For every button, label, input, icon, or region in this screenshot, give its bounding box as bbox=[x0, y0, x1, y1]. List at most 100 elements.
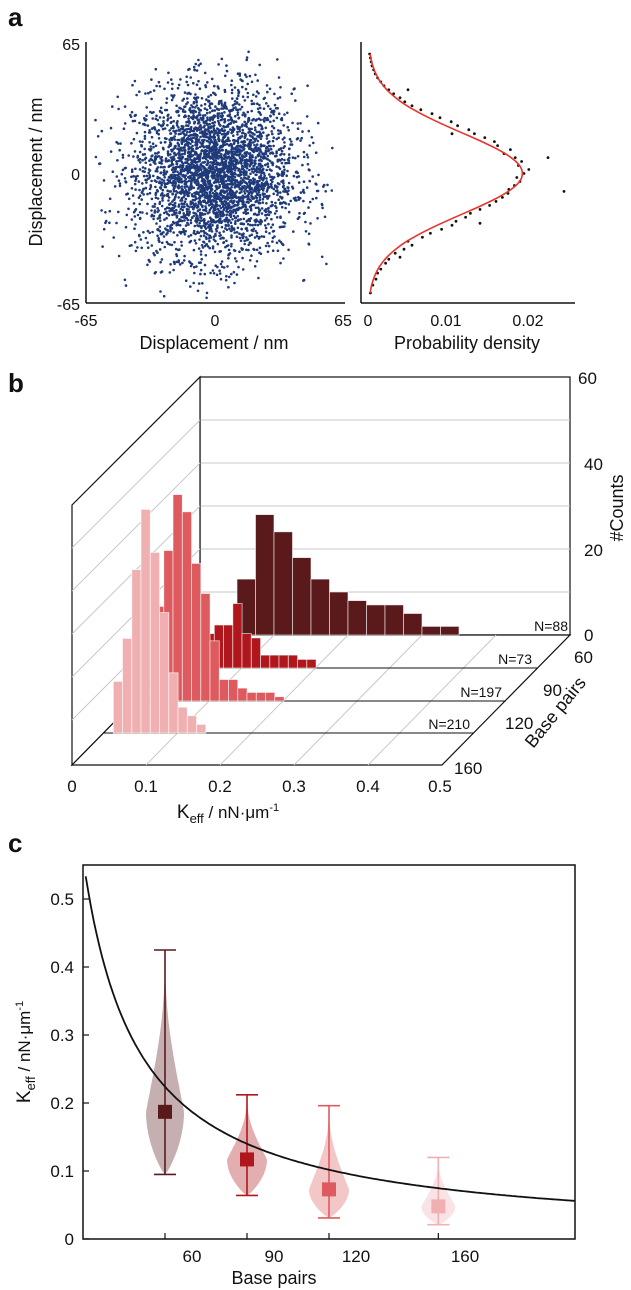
scatter-point bbox=[233, 193, 237, 196]
scatter-point bbox=[196, 217, 200, 220]
density-point bbox=[384, 261, 387, 265]
scatter-point bbox=[287, 186, 290, 189]
scatter-point bbox=[193, 136, 196, 139]
scatter-point bbox=[138, 161, 142, 164]
scatter-point bbox=[179, 158, 183, 162]
scatter-point bbox=[254, 159, 257, 162]
scatter-point bbox=[254, 137, 258, 141]
scatter-point bbox=[239, 239, 243, 243]
scatter-point bbox=[209, 203, 212, 206]
scatter-point bbox=[306, 156, 310, 159]
scatter-point bbox=[203, 180, 207, 183]
scatter-point bbox=[308, 179, 312, 183]
scatter-point bbox=[126, 192, 129, 195]
density-point bbox=[410, 104, 414, 108]
scatter-point bbox=[156, 118, 159, 122]
scatter-point bbox=[130, 218, 134, 221]
scatter-point bbox=[165, 240, 169, 244]
y-tick-label-top: 65 bbox=[62, 37, 80, 54]
scatter-point bbox=[234, 120, 238, 123]
scatter-point bbox=[196, 168, 200, 172]
scatter-point bbox=[247, 248, 250, 252]
scatter-point bbox=[176, 138, 179, 142]
scatter-point bbox=[216, 112, 220, 115]
scatter-point bbox=[248, 127, 251, 131]
scatter-point bbox=[238, 236, 242, 240]
scatter-point bbox=[141, 211, 144, 214]
scatter-point bbox=[136, 154, 140, 158]
n-label-90: N=73 bbox=[498, 651, 532, 667]
scatter-point bbox=[197, 107, 200, 110]
scatter-point bbox=[163, 173, 167, 176]
scatter-point bbox=[256, 223, 260, 227]
scatter-point bbox=[228, 196, 232, 199]
scatter-point bbox=[209, 130, 213, 134]
density-point bbox=[406, 88, 410, 92]
scatter-point bbox=[231, 192, 234, 196]
scatter-point bbox=[280, 117, 284, 120]
scatter-point bbox=[241, 128, 244, 132]
scatter-point bbox=[223, 184, 226, 187]
scatter-point bbox=[287, 203, 291, 206]
scatter-point bbox=[209, 136, 212, 139]
scatter-point bbox=[237, 116, 241, 120]
scatter-point bbox=[207, 151, 211, 155]
scatter-point bbox=[223, 104, 227, 107]
scatter-point bbox=[157, 129, 161, 132]
scatter-point bbox=[246, 91, 250, 95]
scatter-point bbox=[183, 205, 186, 208]
scatter-point bbox=[184, 124, 188, 127]
scatter-point bbox=[182, 259, 186, 262]
scatter-point bbox=[158, 116, 162, 119]
density-point bbox=[429, 231, 432, 235]
scatter-point bbox=[172, 170, 175, 174]
scatter-point bbox=[248, 198, 251, 201]
scatter-point bbox=[180, 185, 184, 188]
density-point bbox=[513, 156, 517, 160]
scatter-point bbox=[170, 227, 174, 230]
scatter-point bbox=[274, 201, 277, 205]
scatter-point bbox=[186, 204, 189, 208]
scatter-point bbox=[246, 238, 250, 241]
scatter-point bbox=[232, 142, 236, 145]
scatter-point bbox=[331, 146, 334, 150]
scatter-point bbox=[216, 197, 220, 201]
density-point bbox=[421, 235, 424, 239]
scatter-point bbox=[297, 181, 301, 184]
scatter-point bbox=[207, 200, 210, 204]
scatter-point bbox=[266, 165, 270, 168]
scatter-point bbox=[223, 88, 227, 92]
scatter-point bbox=[284, 206, 287, 210]
scatter-point bbox=[178, 178, 181, 181]
scatter-point bbox=[248, 152, 252, 155]
scatter-point bbox=[292, 230, 295, 233]
scatter-point bbox=[236, 150, 240, 153]
hist-bar-90bp bbox=[260, 654, 271, 669]
scatter-point bbox=[208, 122, 211, 126]
hist-bar-120bp bbox=[246, 692, 257, 702]
scatter-point bbox=[154, 157, 158, 161]
scatter-point bbox=[188, 108, 191, 112]
scatter-point bbox=[160, 155, 164, 159]
scatter-point bbox=[264, 213, 268, 217]
scatter-point bbox=[149, 147, 153, 151]
scatter-point bbox=[182, 212, 185, 215]
scatter-point bbox=[260, 235, 264, 238]
scatter-point bbox=[259, 222, 262, 226]
scatter-point bbox=[219, 170, 222, 174]
scatter-point bbox=[171, 192, 174, 196]
scatter-point bbox=[220, 107, 223, 110]
scatter-point bbox=[234, 163, 238, 166]
scatter-point bbox=[165, 210, 168, 214]
scatter-point bbox=[216, 176, 219, 180]
scatter-point bbox=[189, 116, 193, 119]
scatter-point bbox=[217, 100, 221, 104]
scatter-point bbox=[184, 158, 188, 161]
scatter-point bbox=[144, 161, 148, 165]
hist-bar-90bp bbox=[232, 603, 243, 669]
scatter-point bbox=[232, 199, 236, 203]
scatter-point bbox=[197, 154, 201, 157]
scatter-point bbox=[170, 87, 174, 91]
scatter-point bbox=[190, 161, 193, 164]
scatter-point bbox=[223, 132, 226, 136]
